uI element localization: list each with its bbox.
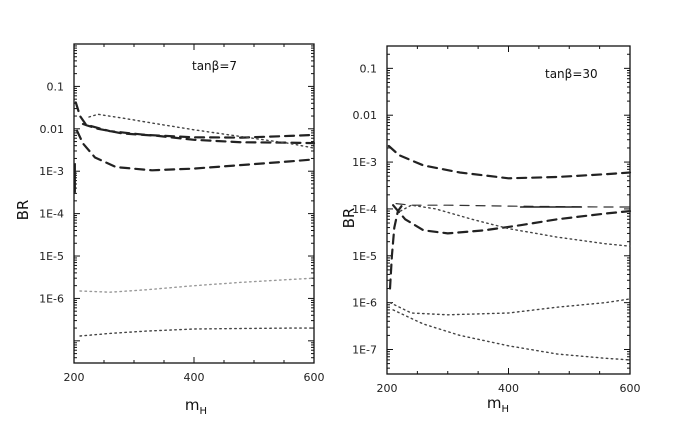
y-axis-label: BR [14,200,32,221]
series-dotted-bottom-1 [79,277,315,293]
series-dash-upper [74,101,316,139]
y-tick-label: 0.1 [47,80,65,93]
y-tick-label: 1E-3 [352,156,377,169]
series-dotted-middle [399,204,631,247]
plot-frame [73,43,315,364]
series-vertical-rise [388,204,404,290]
tan-beta-annotation: tanβ=30 [545,67,598,81]
y-tick-label: 1E-4 [39,208,64,221]
y-tick-label: 1E-5 [352,250,377,263]
y-tick-label: 1E-4 [352,203,377,216]
y-tick-label: 1E-5 [39,250,64,263]
x-tick-label: 600 [620,382,641,395]
series-dotted-bottom-2 [392,309,631,361]
x-tick-label: 200 [377,382,398,395]
x-axis-label: mH [487,394,509,415]
y-tick-label: 0.01 [40,123,65,136]
series-dash-top [387,144,632,180]
x-tick-label: 200 [64,371,85,384]
tan-beta-annotation: tanβ=7 [192,59,237,73]
series-dash-thin-upper [395,203,631,208]
x-tick-label: 600 [304,371,325,384]
x-tick-label: 400 [498,382,519,395]
x-axis-label-subscript: H [502,404,510,415]
series-dotted-bottom-1 [389,298,631,316]
series-dotted-bottom-2 [79,327,315,337]
y-axis-label: BR [340,208,358,229]
y-tick-label: 0.1 [360,62,378,75]
y-tick-label: 1E-6 [39,292,64,305]
x-tick-label: 400 [184,371,205,384]
x-axis-label: mH [185,396,207,417]
y-tick-label: 1E-7 [352,343,377,356]
series-dotted-high [88,113,315,149]
chart-panel-right: 0.1 0.01 1E-3 1E-4 1E-5 1E-6 1E-7 200 400 600 BR mH… [340,45,641,415]
y-tick-label: 1E-3 [39,165,64,178]
series-dash-lower [75,129,316,172]
y-tick-label: 1E-6 [352,297,377,310]
x-axis-label-subscript: H [200,406,208,417]
plot-frame [386,45,631,375]
x-axis-label-main: m [487,394,502,412]
x-axis-label-main: m [185,396,200,414]
y-tick-label: 0.01 [353,109,378,122]
series-dash-middle [81,122,316,145]
